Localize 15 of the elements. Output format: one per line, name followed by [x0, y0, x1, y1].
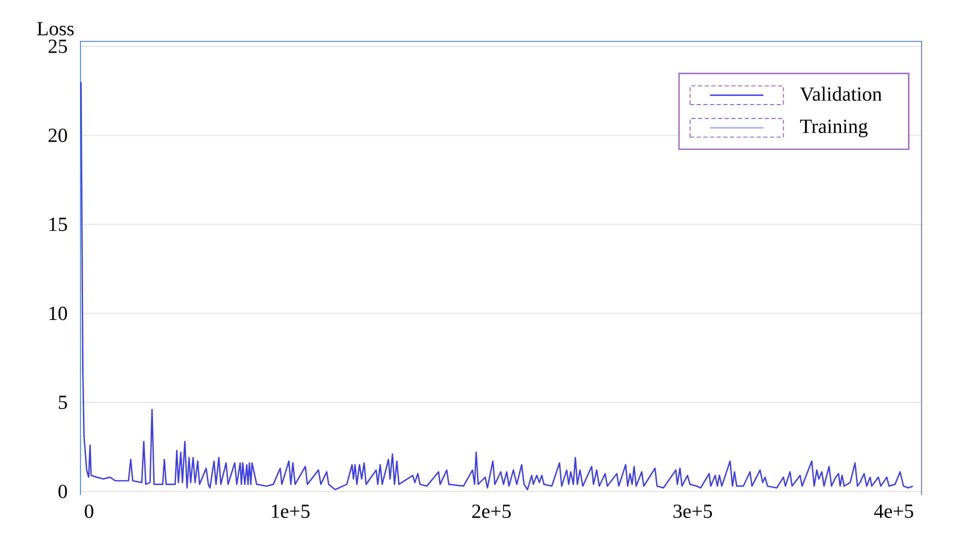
legend-label: Validation: [800, 86, 882, 101]
y-axis-title: Loss: [37, 22, 74, 36]
x-tick-label: 4e+5: [874, 504, 914, 518]
y-tick-label: 5: [58, 396, 67, 410]
y-tick-label: 20: [48, 128, 67, 142]
x-tick-label: 0: [84, 504, 94, 518]
x-tick-label: 3e+5: [674, 504, 712, 518]
x-tick-label: 1e+5: [272, 504, 310, 518]
legend-label: Training: [800, 120, 868, 138]
line-series: [80, 81, 914, 490]
y-tick-label: 10: [49, 306, 67, 320]
x-tick-label: 2e+5: [472, 504, 511, 518]
y-tick-label: 25: [48, 40, 67, 54]
y-tick-label: 0: [58, 484, 67, 498]
y-tick-label: 15: [49, 218, 67, 232]
